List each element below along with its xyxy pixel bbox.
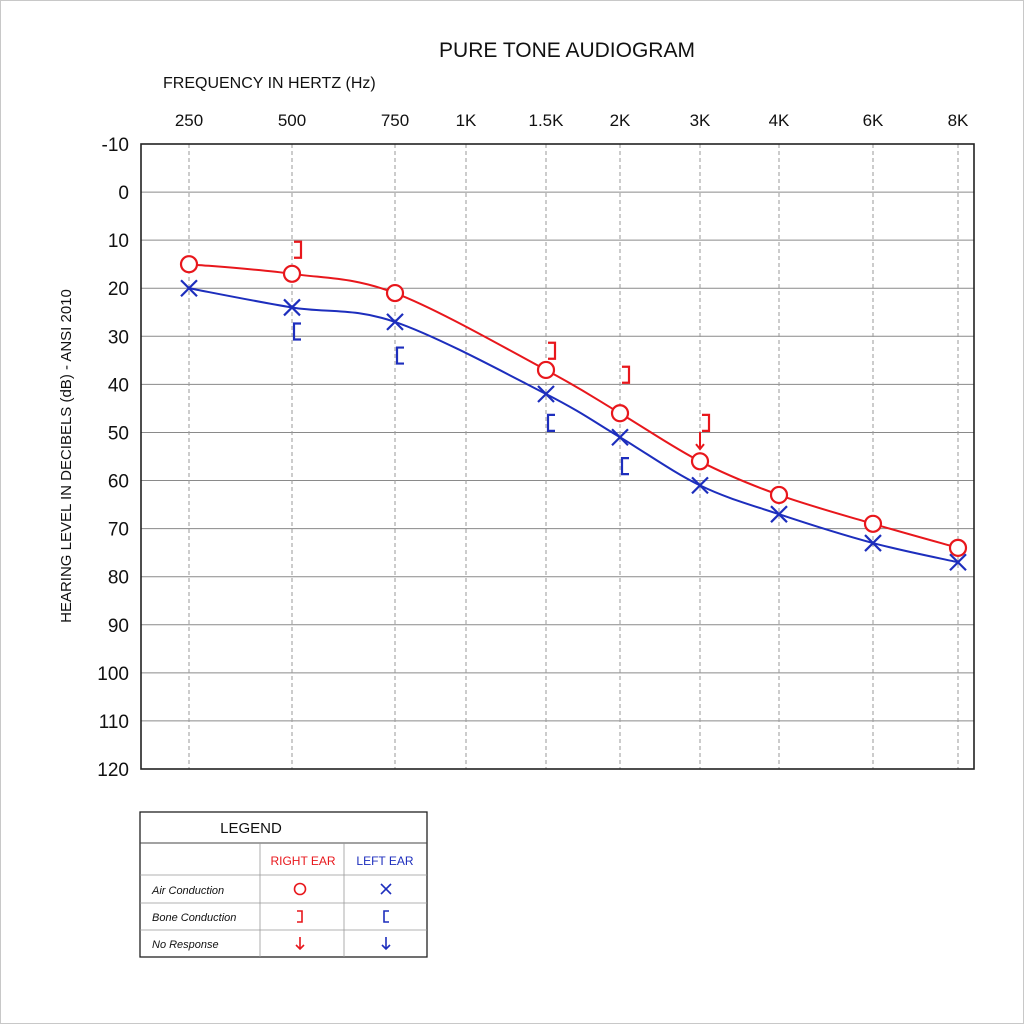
right-ear-bone-marker [294,240,303,259]
right-ear-air-marker [282,264,302,283]
bone-conduction-markers [292,240,711,476]
left-ear-air-line [188,287,959,564]
x-tick-label: 2K [610,111,631,130]
y-tick-label: 50 [108,423,129,444]
y-tick-label: 0 [118,183,129,204]
left-ear-bone-marker [620,457,629,476]
x-stroke [386,313,404,331]
x-tick-label: 3K [690,111,711,130]
y-tick-label: 20 [108,279,129,300]
y-tick-label: 90 [108,616,129,637]
left-ear-bone-marker [292,322,301,341]
x-stroke [949,553,967,572]
legend-title: LEGEND [220,820,282,837]
y-tick-label: 40 [108,375,129,396]
left-ear-air-marker [949,553,967,572]
right-ear-air-marker [536,360,556,380]
legend-left-no-response-arrow-icon [381,937,391,951]
x-stroke [864,534,882,552]
x-tick-label: 750 [381,111,409,130]
right-ear-air-marker [610,404,630,423]
x-tick-label: 4K [769,111,790,130]
left-ear-air-marker [770,505,788,523]
y-tick-label: 120 [97,760,129,781]
y-tick-label: 100 [97,664,129,685]
legend-left-air-x-icon [380,883,392,895]
arrow-head [695,443,705,451]
x-tick-label: 1K [456,111,477,130]
legend-right-bone-bracket-icon [297,910,303,923]
x-tick-label: 6K [863,111,884,130]
y-tick-label: -10 [102,135,129,156]
x-tick-label: 250 [175,111,203,130]
x-tick-label: 8K [948,111,969,130]
right-ear-air-line [188,263,959,549]
legend: LEGEND RIGHT EAR LEFT EAR Air Conduction… [139,811,428,958]
legend-row-label: No Response [152,939,219,951]
y-tick-label: 80 [108,568,129,589]
x-tick-label: 500 [278,111,306,130]
y-tick-label: 10 [108,231,129,252]
x-tick-label: 1.5K [529,111,565,130]
legend-right-no-response-arrow-icon [295,937,305,951]
x-stroke [283,298,301,317]
y-tick-label: 30 [108,327,129,348]
left-ear-air-marker [864,534,882,552]
right-ear-bone-marker [622,365,631,384]
right-ear-bone-marker [702,413,711,432]
right-ear-air-marker [179,255,199,274]
left-ear-bone-marker [546,413,555,432]
legend-row-label: Bone Conduction [152,912,236,924]
x-stroke [770,505,788,523]
x-tick-labels: 250 500 750 1K 1.5K 2K 3K 4K 6K 8K [175,111,969,130]
left-ear-air-marker [537,385,555,403]
legend-right-air-circle-icon [293,882,307,896]
right-ear-no-response-arrow-icon [695,432,705,451]
chart-title: PURE TONE AUDIOGRAM [439,39,695,62]
legend-box [139,811,428,958]
left-ear-air-marker [386,313,404,331]
left-ear-air-marker [691,476,709,495]
x-stroke [180,279,198,298]
legend-left-bone-bracket-icon [383,910,389,923]
legend-right-ear-header: RIGHT EAR [270,854,335,868]
plot-area-border [140,143,975,770]
y-tick-labels: -10 0 10 20 30 40 50 60 70 80 90 100 110 120 [97,135,129,781]
right-ear-air-marker [863,514,883,533]
right-ear-air-marker [385,283,405,303]
y-axis-title: HEARING LEVEL IN DECIBELS (dB) - ANSI 20… [58,289,75,623]
right-ear-air-marker [769,485,789,505]
data-series [179,255,968,572]
x-stroke [691,476,709,495]
x-axis-title: FREQUENCY IN HERTZ (Hz) [163,75,376,92]
x-stroke [537,385,555,403]
legend-left-ear-header: LEFT EAR [356,854,413,868]
left-ear-air-marker [283,298,301,317]
right-ear-bone-marker [548,341,557,360]
left-ear-air-marker [611,428,629,447]
y-tick-label: 110 [99,712,129,733]
right-ear-air-marker [948,538,968,557]
x-stroke [611,428,629,447]
y-tick-label: 60 [108,472,129,493]
no-response-markers [695,432,705,451]
grid [141,143,974,770]
right-ear-air-marker [690,452,710,471]
legend-row-label: Air Conduction [151,885,224,897]
y-tick-label: 70 [108,520,129,541]
left-ear-bone-marker [395,346,404,365]
left-ear-air-marker [180,279,198,298]
